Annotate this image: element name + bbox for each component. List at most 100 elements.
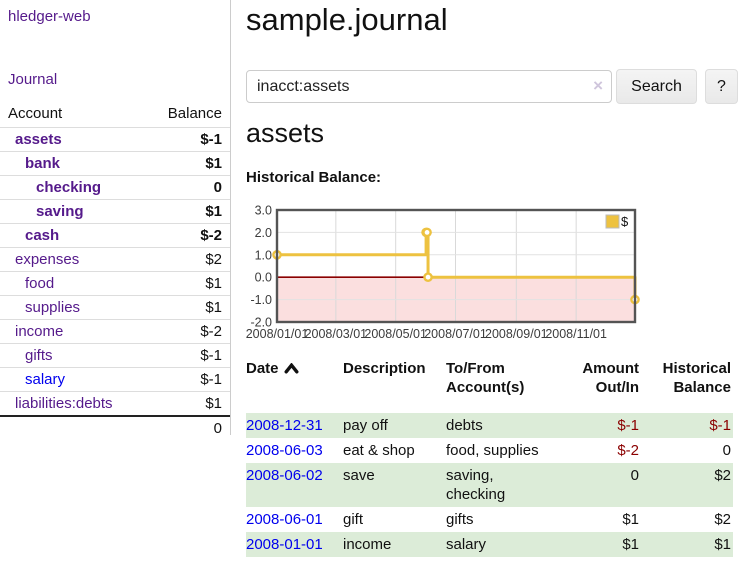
x-tick-label: 2008/03/01 — [305, 327, 368, 341]
data-point-marker — [422, 227, 432, 238]
sidebar-item-journal[interactable]: Journal — [8, 71, 58, 88]
sidebar-account-row: food $1 — [0, 271, 230, 296]
y-tick-label: 1.0 — [255, 248, 272, 262]
register-balance-cell: $2 — [641, 463, 733, 507]
sidebar-account-balance: $1 — [148, 199, 230, 224]
accounts-total-value: 0 — [0, 415, 230, 440]
sidebar-account-link-assets[interactable]: assets — [15, 131, 62, 148]
register-column-description: Description — [343, 360, 426, 377]
main-content: sample.journal × Search ? assets Histori… — [246, 0, 742, 582]
register-row: 2008-12-31 pay off debts $-1 $-1 — [246, 413, 733, 438]
app-brand-link[interactable]: hledger-web — [8, 8, 91, 25]
sidebar-account-balance: $-1 — [148, 343, 230, 368]
x-tick-label: 2008/01/01 — [246, 327, 308, 341]
sidebar-account-cell: saving — [0, 199, 148, 224]
page-title: sample.journal — [246, 2, 448, 37]
y-tick-label: 3.0 — [255, 205, 272, 218]
search-box: × — [246, 70, 612, 103]
register-accounts-cell: debts — [446, 413, 558, 438]
sidebar-account-link-food[interactable]: food — [25, 275, 55, 292]
sidebar-account-row: bank $1 — [0, 151, 230, 176]
register-date-link[interactable]: 2008-06-01 — [246, 511, 323, 528]
sidebar-account-link-income[interactable]: income — [15, 323, 64, 340]
register-date-cell: 2008-12-31 — [246, 413, 343, 438]
help-button[interactable]: ? — [705, 69, 738, 104]
sidebar-account-row: salary $-1 — [0, 367, 230, 392]
legend-label: $ — [621, 214, 629, 229]
register-date-cell: 2008-06-02 — [246, 463, 343, 507]
register-date-link[interactable]: 2008-12-31 — [246, 417, 323, 434]
sidebar-account-balance: 0 — [148, 175, 230, 200]
sidebar-account-link-checking[interactable]: checking — [36, 179, 102, 196]
register-accounts-cell: saving, checking — [446, 463, 558, 507]
sidebar-account-balance: $-1 — [148, 127, 230, 152]
data-point-marker — [423, 272, 433, 282]
account-heading: assets — [246, 118, 325, 148]
sidebar-account-row: cash $-2 — [0, 223, 230, 248]
register-amount-cell: $1 — [558, 532, 641, 557]
sidebar-account-link-cash[interactable]: cash — [25, 227, 60, 244]
search-button[interactable]: Search — [616, 69, 697, 104]
sidebar-account-link-gifts[interactable]: gifts — [25, 347, 53, 364]
sidebar-account-cell: food — [0, 271, 148, 296]
sidebar-account-cell: expenses — [0, 247, 148, 272]
sidebar-account-row: expenses $2 — [0, 247, 230, 272]
sidebar-account-row: gifts $-1 — [0, 343, 230, 368]
y-tick-label: -1.0 — [250, 293, 272, 307]
accounts-column-balance: Balance — [148, 101, 230, 128]
sidebar-account-link-expenses[interactable]: expenses — [15, 251, 80, 268]
sidebar-accounts-table: Account Balance assets $-1 bank $1 checking 0… — [0, 101, 230, 440]
sidebar-account-balance: $-2 — [148, 223, 230, 248]
historical-balance-chart: 2008/01/01 2008/03/01 2008/05/01 2008/07/01… — [246, 204, 640, 349]
register-amount-cell: $-2 — [617, 442, 639, 459]
register-column-amount: Amount Out/In — [582, 360, 639, 396]
sidebar-account-cell: checking — [0, 175, 148, 200]
register-date-link[interactable]: 2008-06-02 — [246, 467, 323, 484]
sidebar-account-cell: salary — [0, 367, 148, 392]
register-balance-cell: 0 — [722, 442, 731, 459]
register-date-cell: 2008-01-01 — [246, 532, 343, 557]
sidebar-account-balance: $1 — [148, 151, 230, 176]
sidebar-account-link-liabilities-debts[interactable]: liabilities:debts — [15, 395, 113, 412]
sidebar-account-balance: $-1 — [148, 367, 230, 392]
register-column-historical: Historical Balance — [662, 360, 731, 396]
sidebar-account-row: saving $1 — [0, 199, 230, 224]
register-date-link[interactable]: 2008-06-03 — [246, 442, 323, 459]
sidebar-account-link-salary[interactable]: salary — [25, 371, 66, 388]
register-accounts-cell: salary — [446, 532, 558, 557]
register-table: Date Description To/From Account(s) Amount Ou… — [246, 357, 733, 557]
register-description-cell: save — [343, 463, 446, 507]
accounts-column-account: Account — [0, 101, 148, 128]
register-description-cell: pay off — [343, 413, 446, 438]
sidebar-account-row: assets $-1 — [0, 127, 230, 152]
sidebar-account-balance: $1 — [148, 391, 230, 417]
sidebar-account-cell: gifts — [0, 343, 148, 368]
y-tick-label: 0.0 — [255, 271, 272, 285]
register-column-tofrom: To/From Account(s) — [446, 360, 525, 396]
sidebar-account-link-bank[interactable]: bank — [25, 155, 61, 172]
register-row: 2008-06-01 gift gifts $1 $2 — [246, 507, 733, 532]
sidebar-account-row: supplies $1 — [0, 295, 230, 320]
plot-border — [275, 208, 637, 324]
x-tick-label: 2008/07/01 — [424, 327, 487, 341]
sidebar-account-cell: supplies — [0, 295, 148, 320]
chart-title: Historical Balance: — [246, 169, 382, 186]
register-accounts-cell: gifts — [446, 511, 474, 528]
register-date-cell: 2008-06-01 — [246, 507, 343, 532]
register-header-row: Date Description To/From Account(s) Amount Ou… — [246, 357, 733, 413]
sidebar-accounts-body: assets $-1 bank $1 checking 0 saving $1 cash $-2 e… — [0, 127, 230, 417]
x-tick-label: 2008/11/01 — [545, 327, 607, 341]
search-input[interactable] — [246, 70, 612, 103]
sidebar-account-cell: cash — [0, 223, 148, 248]
legend-swatch — [605, 214, 620, 229]
x-tick-label: 2008/05/01 — [364, 327, 427, 341]
sidebar-account-balance: $1 — [148, 271, 230, 296]
sidebar-account-link-supplies[interactable]: supplies — [25, 299, 81, 316]
register-date-link[interactable]: 2008-01-01 — [246, 536, 323, 553]
y-tick-label: -2.0 — [250, 316, 272, 330]
register-column-date[interactable]: Date — [246, 357, 343, 413]
register-accounts-cell: food, supplies — [446, 442, 539, 459]
sort-ascending-icon — [284, 363, 299, 374]
clear-search-icon[interactable]: × — [593, 76, 603, 95]
sidebar-account-link-saving[interactable]: saving — [36, 203, 84, 220]
